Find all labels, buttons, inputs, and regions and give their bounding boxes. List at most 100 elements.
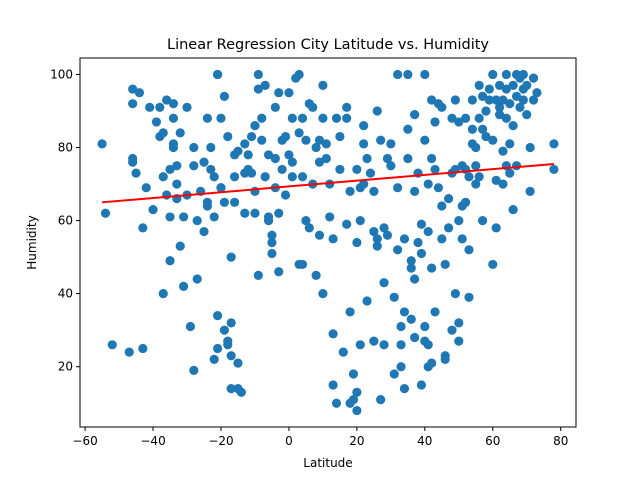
- data-point: [284, 150, 294, 160]
- data-point: [399, 307, 410, 317]
- data-point: [342, 219, 352, 229]
- data-point: [365, 168, 376, 178]
- data-point: [206, 142, 216, 153]
- data-point: [352, 237, 362, 248]
- data-point: [280, 190, 291, 200]
- data-point: [403, 124, 413, 134]
- data-point: [229, 172, 240, 182]
- data-point: [427, 153, 437, 164]
- data-point: [212, 310, 223, 321]
- data-point: [498, 179, 508, 189]
- data-point: [155, 102, 165, 112]
- data-point: [263, 212, 274, 222]
- data-point: [128, 153, 138, 164]
- data-point: [382, 153, 393, 164]
- data-point: [124, 347, 134, 357]
- data-point: [97, 139, 107, 149]
- data-point: [175, 128, 185, 138]
- data-point: [246, 131, 257, 142]
- regression-layer: [101, 162, 555, 204]
- data-point: [420, 321, 430, 332]
- data-points: [97, 69, 559, 416]
- data-point: [549, 139, 559, 149]
- data-point: [460, 197, 471, 207]
- data-point: [219, 197, 229, 207]
- y-tick-label: 40: [58, 287, 73, 301]
- y-tick-label: 20: [58, 360, 73, 374]
- data-point: [297, 259, 308, 270]
- data-point: [216, 113, 226, 123]
- data-point: [138, 223, 148, 233]
- data-point: [182, 102, 192, 112]
- data-point: [321, 153, 331, 164]
- x-tick-label: −20: [208, 434, 233, 448]
- data-point: [522, 110, 532, 120]
- data-point: [396, 340, 406, 350]
- data-point: [444, 194, 454, 204]
- data-point: [267, 248, 277, 259]
- data-point: [240, 139, 250, 149]
- data-point: [549, 164, 559, 175]
- x-tick-label: 60: [485, 434, 500, 448]
- data-point: [100, 208, 111, 218]
- data-point: [189, 161, 199, 171]
- data-point: [335, 131, 345, 142]
- data-point: [206, 164, 216, 175]
- data-point: [342, 102, 352, 112]
- data-point: [406, 263, 416, 273]
- y-tick-label: 60: [58, 214, 73, 228]
- data-point: [257, 135, 267, 145]
- data-point: [437, 234, 447, 244]
- data-point: [314, 135, 325, 145]
- data-point: [511, 161, 522, 171]
- data-point: [304, 223, 314, 233]
- data-point: [301, 135, 311, 145]
- data-point: [467, 95, 477, 105]
- data-point: [328, 329, 338, 339]
- data-point: [162, 190, 172, 200]
- data-point: [410, 274, 420, 284]
- data-point: [494, 110, 505, 120]
- data-point: [416, 219, 427, 229]
- data-point: [202, 113, 212, 123]
- data-point: [481, 131, 491, 142]
- data-point: [151, 117, 162, 127]
- data-point: [223, 340, 233, 350]
- data-point: [372, 241, 382, 251]
- data-point: [274, 208, 284, 218]
- data-point: [209, 172, 219, 182]
- data-point: [399, 234, 410, 244]
- data-point: [386, 139, 396, 149]
- data-point: [450, 95, 460, 105]
- data-point: [348, 394, 359, 405]
- data-point: [525, 186, 535, 196]
- data-point: [379, 340, 389, 350]
- data-point: [294, 69, 304, 80]
- data-point: [172, 161, 182, 171]
- x-tick-label: 20: [349, 434, 364, 448]
- data-point: [454, 318, 464, 328]
- data-point: [301, 215, 311, 226]
- data-point: [165, 256, 175, 266]
- data-point: [413, 237, 423, 248]
- data-point: [226, 351, 236, 361]
- data-point: [406, 314, 416, 324]
- data-point: [430, 164, 440, 175]
- data-point: [481, 106, 491, 116]
- data-point: [240, 208, 250, 218]
- data-point: [362, 296, 372, 306]
- data-point: [141, 183, 151, 193]
- data-point: [287, 157, 297, 167]
- data-point: [427, 95, 437, 105]
- data-point: [457, 234, 467, 244]
- data-point: [168, 113, 179, 123]
- data-point: [267, 230, 277, 240]
- data-point: [297, 172, 308, 182]
- data-point: [311, 142, 321, 153]
- data-point: [518, 95, 528, 105]
- data-point: [236, 387, 246, 397]
- data-point: [134, 88, 145, 98]
- data-point: [379, 223, 389, 233]
- data-point: [460, 113, 471, 123]
- data-point: [229, 197, 240, 207]
